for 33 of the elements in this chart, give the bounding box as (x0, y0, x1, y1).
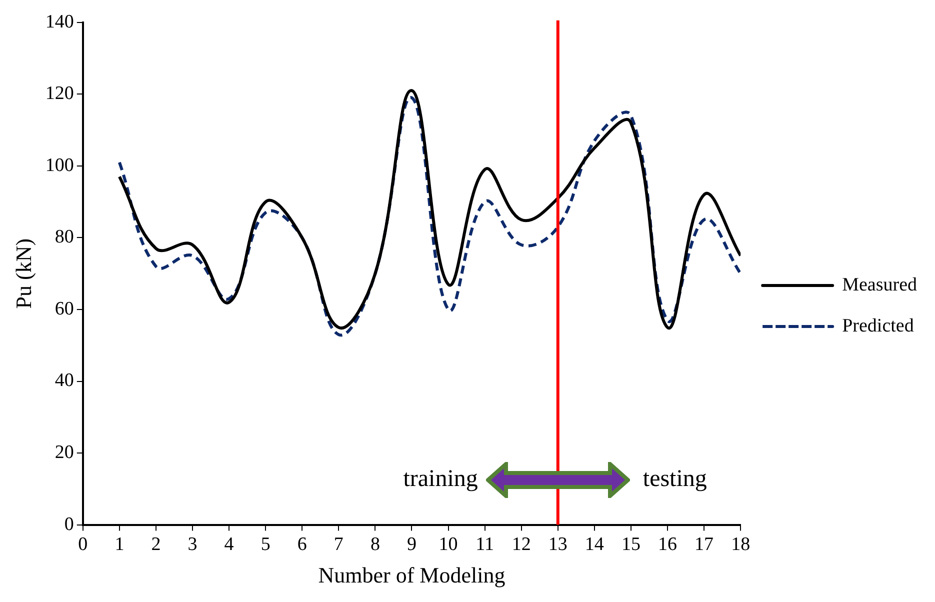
annotation: training (403, 466, 478, 492)
y-tick-label: 100 (45, 154, 74, 176)
x-tick-label: 10 (438, 534, 458, 556)
x-tick-label: 2 (151, 534, 161, 556)
y-tick-label: 140 (45, 11, 74, 32)
x-tick-label: 11 (476, 534, 494, 556)
x-tick-label: 0 (78, 534, 88, 556)
x-tick-label: 12 (512, 534, 531, 556)
x-tick-label: 6 (297, 534, 307, 556)
x-tick-label: 13 (548, 534, 568, 556)
x-tick-label: 5 (260, 534, 270, 556)
legend-label: Measured (842, 274, 918, 296)
annotation: testing (642, 466, 707, 492)
legend-label: Predicted (842, 315, 914, 336)
x-tick-label: 4 (224, 534, 234, 556)
x-tick-label: 14 (584, 534, 604, 556)
y-tick-label: 0 (64, 514, 74, 535)
y-axis-title: Pu (kN) (10, 238, 36, 309)
x-tick-label: 7 (334, 534, 344, 556)
x-tick-label: 8 (370, 534, 380, 556)
y-tick-label: 40 (54, 370, 74, 392)
x-axis-title: Number of Modeling (318, 562, 506, 588)
x-tick-label: 9 (406, 534, 416, 556)
x-tick-label: 15 (621, 534, 640, 556)
y-tick-label: 80 (54, 226, 74, 248)
y-tick-label: 120 (45, 83, 74, 104)
x-tick-label: 18 (731, 534, 750, 556)
y-tick-label: 20 (54, 442, 74, 464)
x-tick-label: 1 (114, 534, 124, 556)
x-tick-label: 17 (694, 534, 714, 556)
x-tick-label: 16 (658, 534, 678, 556)
x-tick-label: 3 (188, 534, 198, 556)
y-tick-label: 60 (54, 298, 74, 320)
